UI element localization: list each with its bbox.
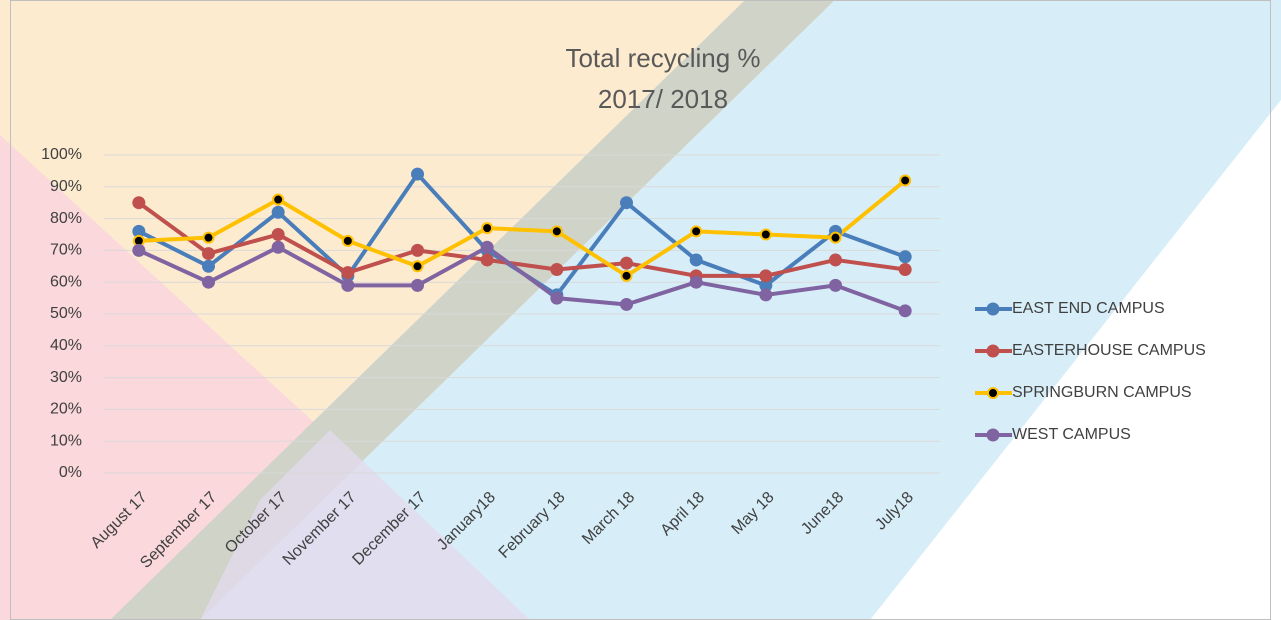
data-point (690, 276, 703, 289)
data-point (829, 253, 842, 266)
legend-marker (987, 303, 1000, 316)
data-point (552, 226, 562, 236)
data-point (831, 233, 841, 243)
data-point (273, 195, 283, 205)
data-point (690, 253, 703, 266)
legend-label: EASTERHOUSE CAMPUS (1012, 342, 1206, 359)
data-point (899, 304, 912, 317)
data-point (411, 244, 424, 257)
data-point (620, 196, 633, 209)
y-tick-label: 90% (50, 178, 82, 195)
y-tick-label: 40% (50, 337, 82, 354)
data-point (413, 261, 423, 271)
y-tick-label: 100% (41, 146, 82, 163)
data-point (759, 269, 772, 282)
legend-marker (987, 429, 1000, 442)
data-point (341, 266, 354, 279)
data-point (899, 250, 912, 263)
y-tick-label: 0% (59, 464, 82, 481)
y-tick-label: 70% (50, 242, 82, 259)
data-point (132, 244, 145, 257)
data-point (202, 276, 215, 289)
y-tick-label: 50% (50, 305, 82, 322)
legend-label: SPRINGBURN CAMPUS (1012, 384, 1192, 401)
y-tick-label: 10% (50, 432, 82, 449)
data-point (481, 241, 494, 254)
data-point (272, 228, 285, 241)
data-point (900, 175, 910, 185)
data-point (620, 257, 633, 270)
data-point (620, 298, 633, 311)
data-point (482, 223, 492, 233)
data-point (550, 292, 563, 305)
data-point (202, 247, 215, 260)
legend-marker (987, 345, 1000, 358)
chart-title: Total recycling % (565, 43, 760, 73)
data-point (481, 253, 494, 266)
data-point (899, 263, 912, 276)
data-point (202, 260, 215, 273)
chart-subtitle: 2017/ 2018 (598, 84, 728, 114)
y-tick-label: 20% (50, 401, 82, 418)
data-point (272, 206, 285, 219)
data-point (272, 241, 285, 254)
y-tick-label: 30% (50, 369, 82, 386)
data-point (411, 279, 424, 292)
y-tick-label: 60% (50, 273, 82, 290)
data-point (411, 168, 424, 181)
data-point (204, 233, 214, 243)
data-point (622, 271, 632, 281)
data-point (343, 236, 353, 246)
data-point (132, 196, 145, 209)
legend-marker (988, 388, 998, 398)
data-point (829, 279, 842, 292)
legend-label: EAST END CAMPUS (1012, 300, 1165, 317)
data-point (341, 279, 354, 292)
data-point (550, 263, 563, 276)
legend-label: WEST CAMPUS (1012, 426, 1131, 443)
data-point (761, 230, 771, 240)
data-point (691, 226, 701, 236)
y-tick-label: 80% (50, 210, 82, 227)
data-point (759, 288, 772, 301)
chart: Total recycling % 2017/ 2018 0% 10% 20% 30%… (0, 0, 1281, 620)
